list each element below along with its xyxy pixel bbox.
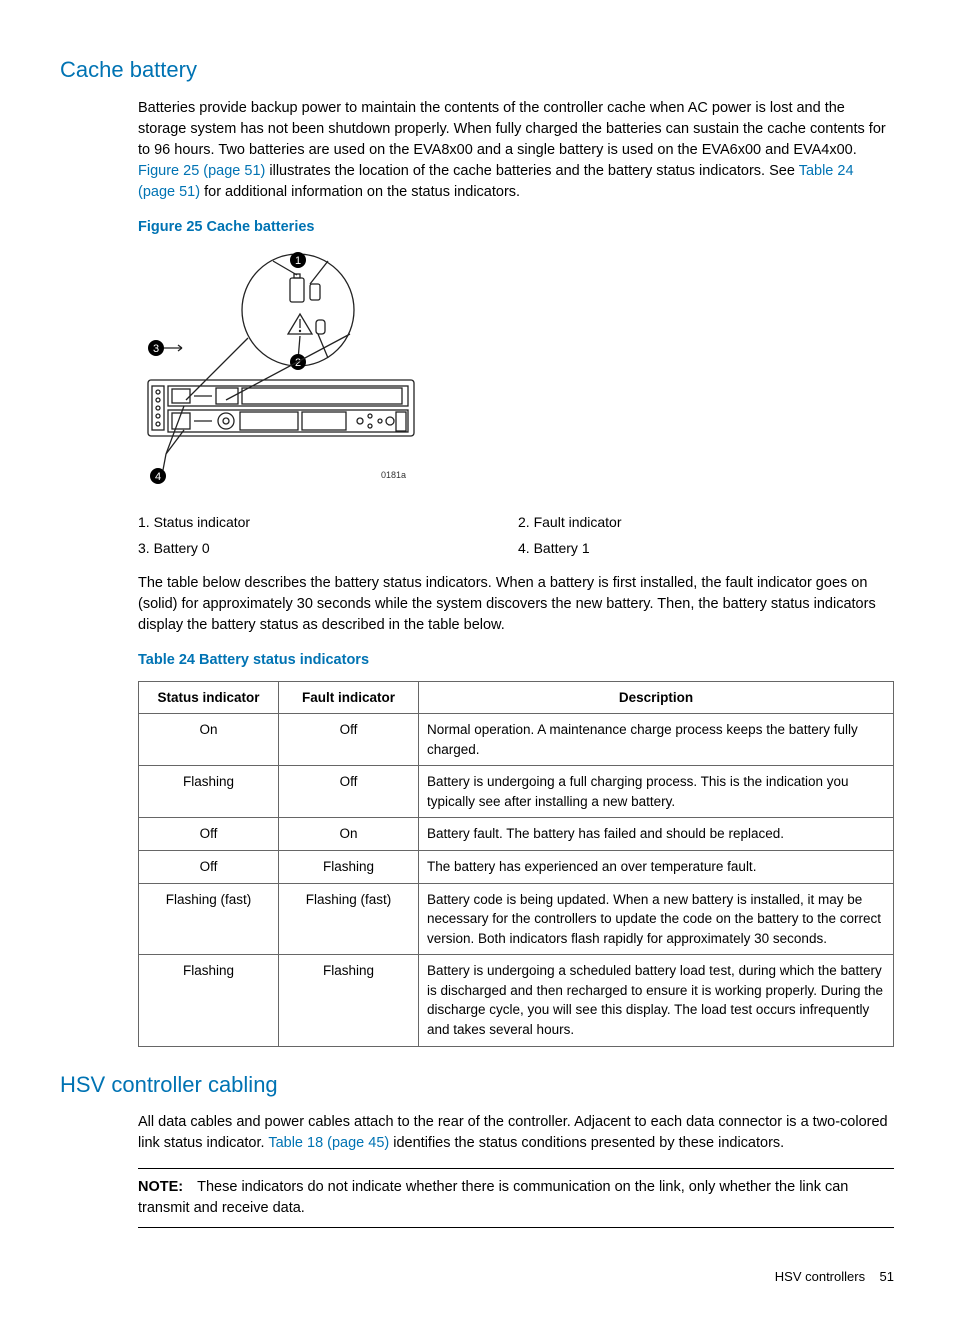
callout-text: Status indicator (154, 514, 251, 530)
cell-status: Flashing (139, 766, 279, 818)
link-figure-25[interactable]: Figure 25 (page 51) (138, 163, 265, 179)
table-row: OnOffNormal operation. A maintenance cha… (139, 714, 894, 766)
text: for additional information on the status… (200, 184, 520, 200)
link-table-18[interactable]: Table 18 (page 45) (268, 1135, 389, 1151)
callout-text: Fault indicator (534, 514, 622, 530)
cell-desc: The battery has experienced an over temp… (419, 851, 894, 884)
cell-status: Flashing (fast) (139, 883, 279, 955)
svg-text:3: 3 (153, 343, 159, 355)
cell-desc: Battery fault. The battery has failed an… (419, 818, 894, 851)
svg-text:1: 1 (295, 255, 301, 267)
footer-section: HSV controllers (775, 1269, 865, 1284)
heading-hsv-cabling: HSV controller cabling (60, 1069, 894, 1101)
text: illustrates the location of the cache ba… (265, 163, 798, 179)
text: identifies the status conditions present… (389, 1135, 784, 1151)
callout-row: 1. Status indicator 2. Fault indicator (138, 512, 894, 532)
text: Batteries provide backup power to mainta… (138, 100, 886, 158)
th-desc: Description (419, 681, 894, 714)
callout-num: 2. (518, 514, 530, 530)
figure-25-image: 1 2 3 (138, 248, 438, 498)
table-row: Flashing (fast)Flashing (fast)Battery co… (139, 883, 894, 955)
cell-desc: Normal operation. A maintenance charge p… (419, 714, 894, 766)
para-cache-intro: Batteries provide backup power to mainta… (138, 98, 894, 203)
para-between: The table below describes the battery st… (138, 573, 894, 636)
footer-page: 51 (880, 1269, 894, 1284)
figure-title: Figure 25 Cache batteries (138, 217, 894, 238)
note-text: These indicators do not indicate whether… (138, 1179, 848, 1216)
callout-text: Battery 1 (534, 540, 590, 556)
cell-status: Off (139, 851, 279, 884)
cell-desc: Battery is undergoing a scheduled batter… (419, 955, 894, 1046)
cell-status: Off (139, 818, 279, 851)
cell-desc: Battery is undergoing a full charging pr… (419, 766, 894, 818)
callout-num: 1. (138, 514, 150, 530)
cell-fault: Off (279, 766, 419, 818)
callout-text: Battery 0 (154, 540, 210, 556)
table-row: OffOnBattery fault. The battery has fail… (139, 818, 894, 851)
cell-fault: Flashing (279, 851, 419, 884)
cell-fault: On (279, 818, 419, 851)
table-header-row: Status indicator Fault indicator Descrip… (139, 681, 894, 714)
battery-status-table: Status indicator Fault indicator Descrip… (138, 681, 894, 1047)
note-label: NOTE: (138, 1179, 183, 1195)
heading-cache-battery: Cache battery (60, 54, 894, 86)
callout-num: 3. (138, 540, 150, 556)
note-block: NOTE:These indicators do not indicate wh… (138, 1168, 894, 1228)
figure-tag: 0181a (381, 470, 406, 480)
page-footer: HSV controllers 51 (60, 1268, 894, 1287)
table-row: OffFlashingThe battery has experienced a… (139, 851, 894, 884)
table-title: Table 24 Battery status indicators (138, 650, 894, 671)
cell-fault: Flashing (fast) (279, 883, 419, 955)
cell-fault: Flashing (279, 955, 419, 1046)
th-status: Status indicator (139, 681, 279, 714)
svg-text:4: 4 (155, 471, 161, 483)
para-hsv: All data cables and power cables attach … (138, 1112, 894, 1154)
callout-num: 4. (518, 540, 530, 556)
th-fault: Fault indicator (279, 681, 419, 714)
table-row: FlashingOffBattery is undergoing a full … (139, 766, 894, 818)
table-row: FlashingFlashingBattery is undergoing a … (139, 955, 894, 1046)
cell-fault: Off (279, 714, 419, 766)
cell-desc: Battery code is being updated. When a ne… (419, 883, 894, 955)
cell-status: On (139, 714, 279, 766)
callout-row: 3. Battery 0 4. Battery 1 (138, 538, 894, 558)
cell-status: Flashing (139, 955, 279, 1046)
